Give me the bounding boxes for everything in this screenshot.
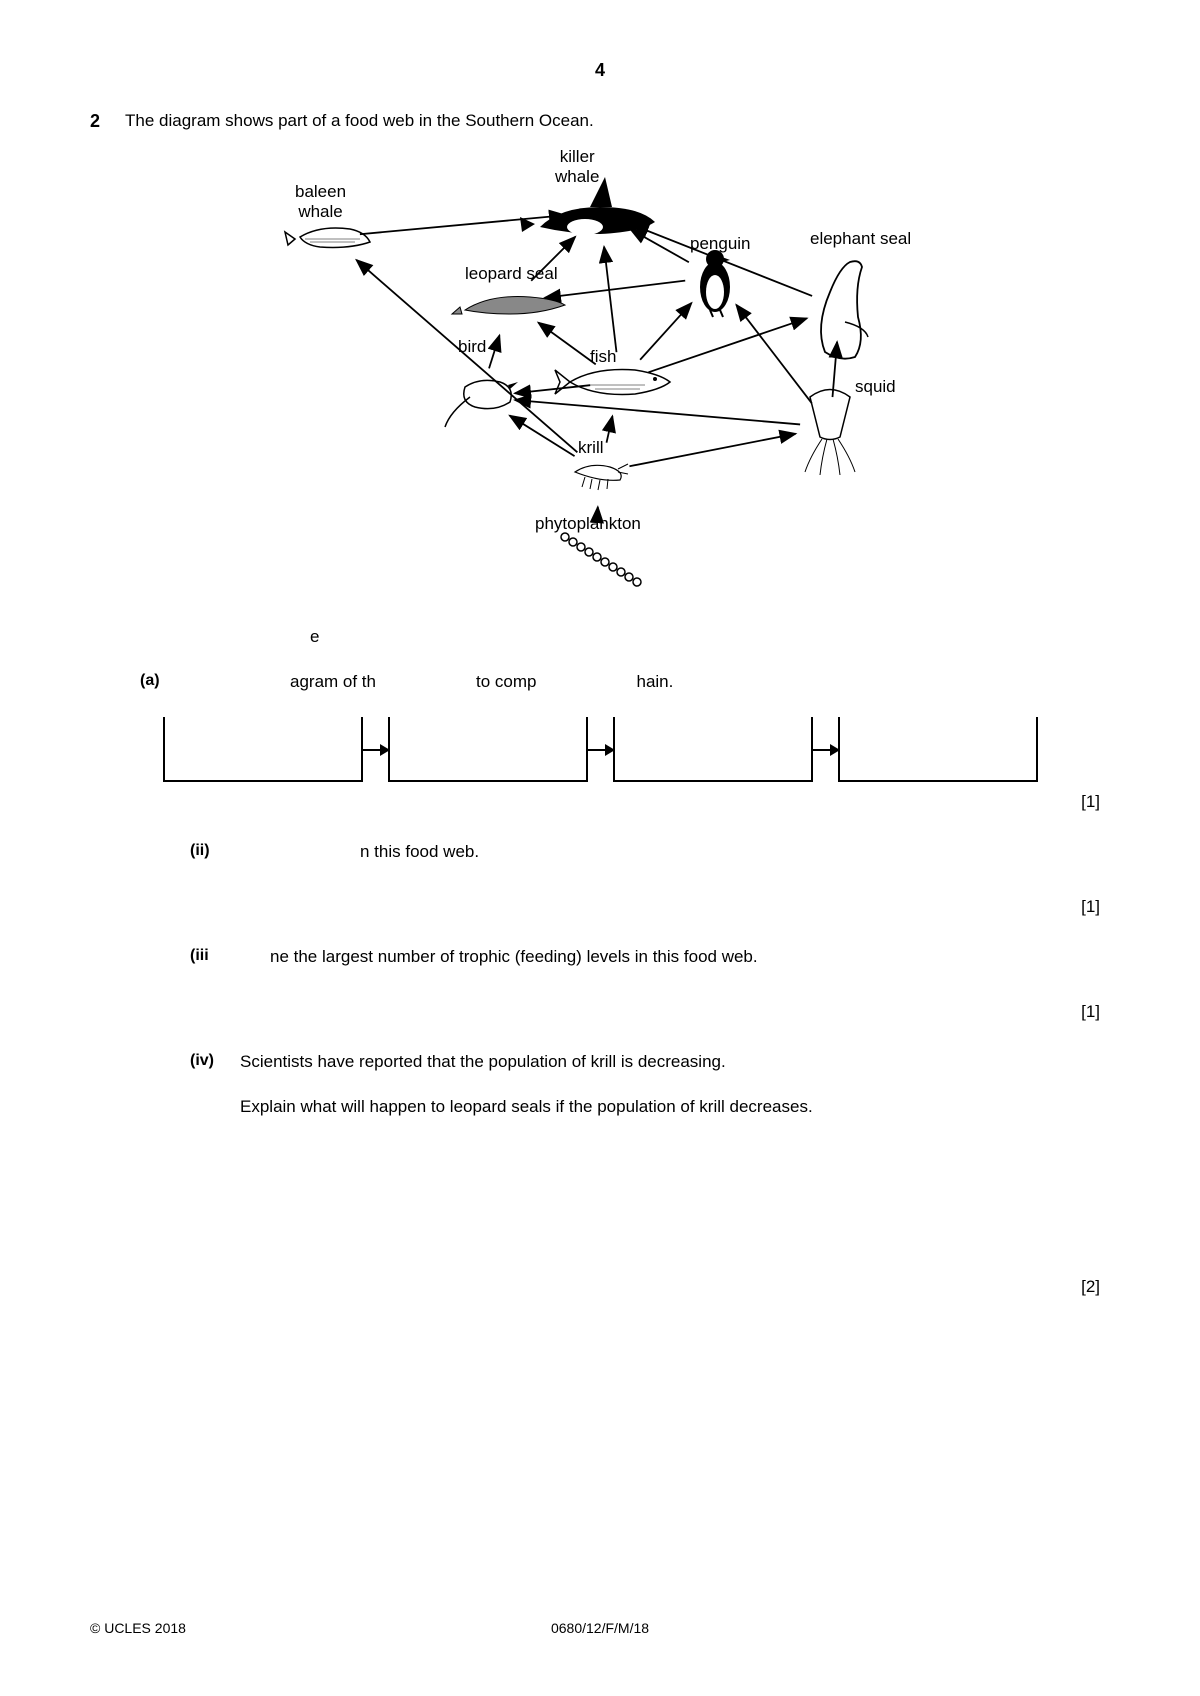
chain-box-1 — [163, 717, 363, 782]
chain-arrow-2 — [588, 749, 613, 751]
part-a-ii: (ii) n this food web. — [90, 842, 1110, 862]
part-a-iv: (iv) Scientists have reported that the p… — [90, 1052, 1110, 1117]
part-a: (a) agram of th to comp hain. — [90, 672, 1110, 692]
part-a-i-frag1: agram of th — [290, 672, 376, 692]
question-number: 2 — [90, 111, 100, 132]
food-web-diagram: killerwhale baleenwhale penguin elephant se… — [190, 147, 1040, 647]
part-a-iv-label: (iv) — [190, 1052, 240, 1117]
node-label-baleen_whale: baleenwhale — [295, 182, 346, 223]
part-a-iv-line1: Scientists have reported that the popula… — [240, 1052, 813, 1072]
node-label-killer_whale: killerwhale — [555, 147, 599, 188]
question-intro: The diagram shows part of a food web in … — [125, 111, 594, 132]
page-number: 4 — [90, 60, 1110, 81]
node-label-phytoplankton: phytoplankton — [535, 514, 641, 534]
marks-iii: [1] — [90, 1002, 1110, 1022]
part-a-iii-label: (iii — [190, 947, 240, 967]
part-a-ii-text: n this food web. — [360, 842, 479, 862]
part-a-iii-text: ne the largest number of trophic (feedin… — [270, 947, 758, 967]
footer-code: 0680/12/F/M/18 — [551, 1620, 649, 1636]
part-a-iv-line2: Explain what will happen to leopard seal… — [240, 1097, 813, 1117]
chain-box-2 — [388, 717, 588, 782]
node-label-leopard_seal: leopard seal — [465, 264, 558, 284]
chain-arrow-3 — [813, 749, 838, 751]
food-chain-boxes — [150, 717, 1050, 782]
node-label-fish: fish — [590, 347, 616, 367]
stray-char: e — [310, 627, 1110, 647]
node-label-penguin: penguin — [690, 234, 751, 254]
node-label-bird: bird — [458, 337, 486, 357]
chain-box-3 — [613, 717, 813, 782]
node-label-elephant_seal: elephant seal — [810, 229, 911, 249]
footer-copyright: © UCLES 2018 — [90, 1620, 186, 1636]
part-a-i-frag2: to comp — [476, 672, 536, 692]
chain-arrow-1 — [363, 749, 388, 751]
chain-box-4 — [838, 717, 1038, 782]
node-label-krill: krill — [578, 438, 604, 458]
part-a-label: (a) — [140, 672, 190, 692]
marks-iv: [2] — [90, 1277, 1110, 1297]
part-a-ii-label: (ii) — [190, 842, 240, 862]
part-a-i-frag3: hain. — [636, 672, 673, 692]
question-header: 2 The diagram shows part of a food web i… — [90, 111, 1110, 132]
node-label-squid: squid — [855, 377, 896, 397]
part-a-iii: (iii ne the largest number of trophic (f… — [90, 947, 1110, 967]
marks-i: [1] — [90, 792, 1110, 812]
page-footer: © UCLES 2018 0680/12/F/M/18 — [90, 1620, 1110, 1636]
marks-ii: [1] — [90, 897, 1110, 917]
